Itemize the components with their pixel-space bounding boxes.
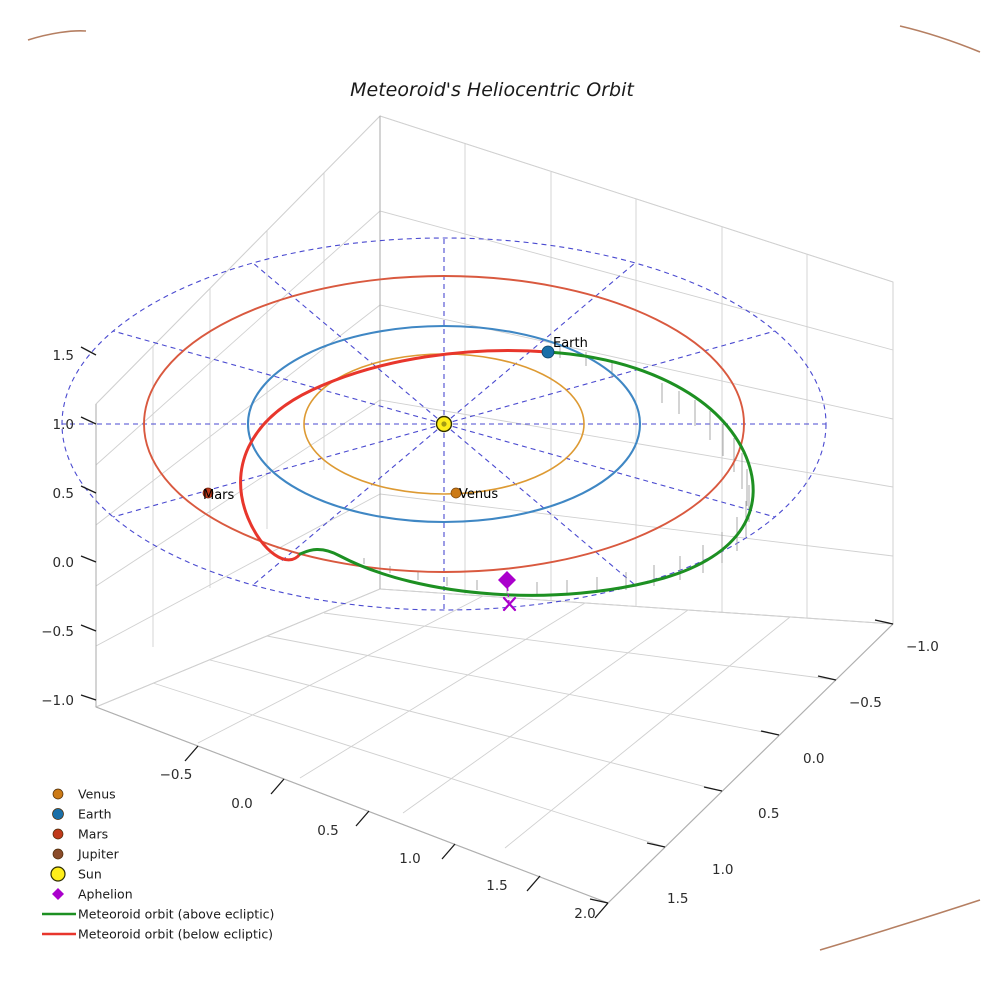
legend: Venus Earth Mars Jupiter Sun Aphelion Meteoroi…: [42, 787, 274, 942]
legend-item[interactable]: Jupiter: [52, 847, 120, 862]
y-tick-label: 0.5: [758, 806, 779, 822]
z-tick-label: 1.5: [53, 348, 74, 364]
y-tick-label: −1.0: [906, 639, 939, 655]
planet-dot-icon: [52, 848, 64, 860]
axis-spines: [95, 116, 894, 904]
legend-item[interactable]: Sun: [50, 866, 102, 882]
mars-orbit: [143, 275, 745, 573]
meteoroid-orbit-above-ecliptic: [298, 350, 755, 597]
venus-label: Venus: [459, 487, 498, 502]
earth-label: Earth: [553, 336, 588, 351]
z-tick-label: 0.5: [53, 486, 74, 502]
x-tick-label: 1.5: [486, 878, 507, 894]
x-tick-label: 1.0: [399, 851, 420, 867]
legend-item[interactable]: Earth: [52, 807, 112, 822]
diamond-icon: [52, 888, 64, 900]
legend-item[interactable]: Meteoroid orbit (above ecliptic): [42, 907, 274, 922]
jupiter-orbit: [27, 25, 981, 951]
x-tick-label: −0.5: [160, 767, 193, 783]
z-tick-label: −1.0: [41, 693, 74, 709]
planet-markers: Venus Earth Mars: [202, 336, 588, 503]
legend-label: Aphelion: [78, 887, 133, 902]
axis-z-ticks: 1.5 1.0 0.5 0.0 −0.5 −1.0: [41, 346, 97, 709]
aphelion-projection-x-icon: [502, 596, 517, 612]
y-tick-label: 0.0: [803, 751, 824, 767]
legend-label: Earth: [78, 807, 112, 822]
page-title: Meteoroid's Heliocentric Orbit: [350, 79, 635, 101]
legend-label: Venus: [78, 787, 116, 802]
meteoroid-orbit-below-ecliptic: [239, 349, 550, 562]
legend-label: Jupiter: [77, 847, 120, 862]
aphelion-diamond-marker: [498, 571, 516, 589]
z-tick-label: 0.0: [53, 555, 74, 571]
z-tick-label: −0.5: [41, 624, 74, 640]
x-tick-label: 0.5: [317, 823, 338, 839]
mars-marker: [202, 487, 214, 499]
venus-marker: [450, 487, 462, 499]
aphelion-marker-group: [498, 571, 517, 612]
legend-label: Meteoroid orbit (above ecliptic): [78, 907, 274, 922]
sun-icon: [50, 866, 66, 882]
legend-label: Sun: [78, 867, 102, 882]
axis-y-ticks: −1.0 −0.5 0.0 0.5 1.0 1.5: [589, 619, 939, 907]
mars-label: Mars: [203, 488, 235, 503]
y-tick-label: −0.5: [849, 695, 882, 711]
x-tick-label: 2.0: [574, 906, 595, 922]
x-tick-label: 0.0: [231, 796, 252, 812]
planet-dot-icon: [52, 808, 64, 820]
legend-label: Meteoroid orbit (below ecliptic): [78, 927, 273, 942]
y-tick-label: 1.5: [667, 891, 688, 907]
earth-orbit: [246, 324, 642, 524]
legend-item[interactable]: Aphelion: [52, 887, 133, 902]
legend-item[interactable]: Venus: [52, 787, 116, 802]
y-tick-label: 1.0: [712, 862, 733, 878]
planet-dot-icon: [52, 788, 64, 800]
planet-dot-icon: [52, 828, 64, 840]
earth-marker: [541, 345, 555, 359]
axis-x-ticks: −0.5 0.0 0.5 1.0 1.5 2.0: [160, 745, 609, 922]
legend-label: Mars: [78, 827, 108, 842]
legend-item[interactable]: Mars: [52, 827, 108, 842]
z-tick-label: 1.0: [53, 417, 74, 433]
sun-marker: [435, 415, 453, 433]
legend-item[interactable]: Meteoroid orbit (below ecliptic): [42, 927, 273, 942]
